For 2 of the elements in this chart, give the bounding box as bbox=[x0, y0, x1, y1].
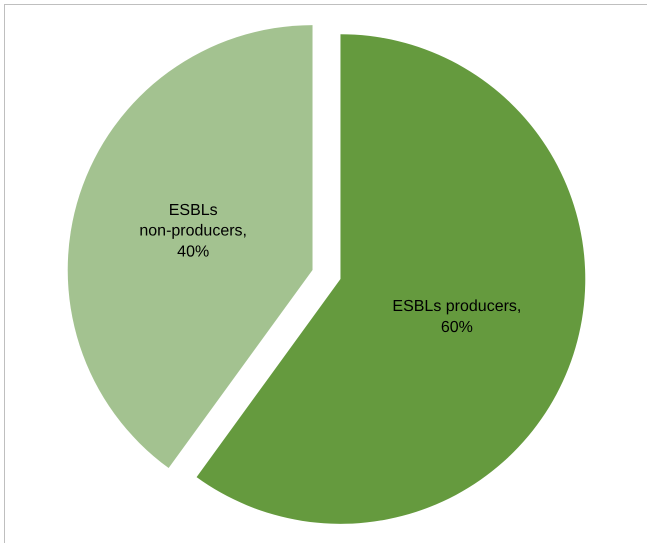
slice-label: ESBLs producers, 60% bbox=[392, 298, 522, 336]
slice-label: ESBLs non-producers, 40% bbox=[139, 202, 248, 260]
